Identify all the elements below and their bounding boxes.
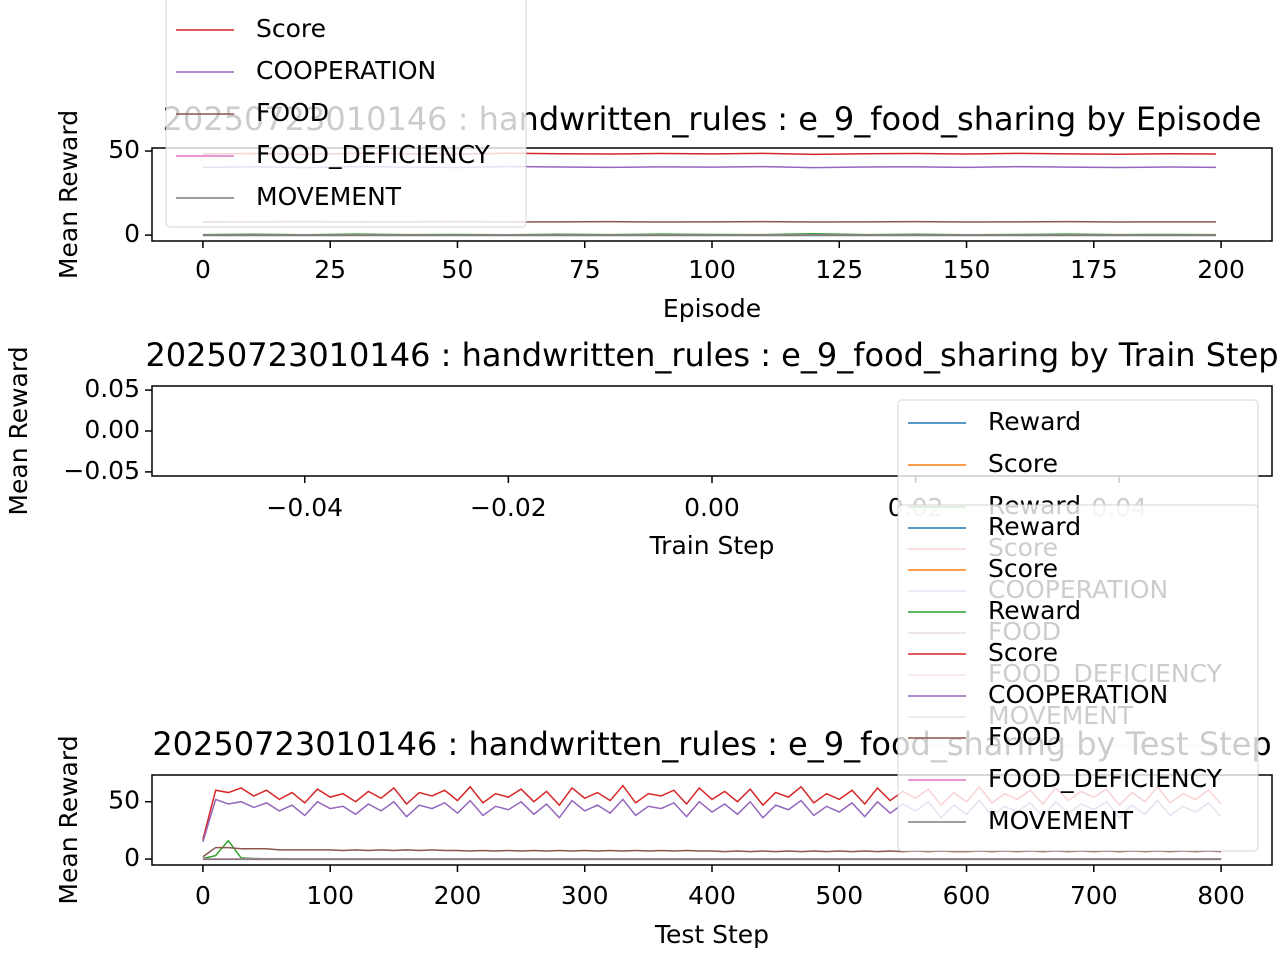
x-tick-label: 150 [943, 255, 991, 284]
legend-label: COOPERATION [988, 680, 1168, 709]
axes-frame [151, 774, 1273, 866]
x-tick-label: 0 [195, 255, 211, 284]
x-tick-label: 200 [434, 881, 482, 910]
x-tick-label: −0.04 [266, 493, 343, 522]
y-tick-label: 50 [108, 786, 140, 815]
legend-frame [897, 504, 1259, 852]
x-tick-label: 800 [1197, 881, 1245, 910]
x-tick-label: 50 [442, 255, 474, 284]
x-axis-label: Test Step [654, 920, 769, 949]
legend-label: Score [988, 638, 1058, 667]
legend-label: Score [256, 14, 326, 43]
x-tick-label: 600 [943, 881, 991, 910]
legend-label: Reward [988, 512, 1081, 541]
y-tick-label: 0 [124, 219, 140, 248]
y-axis-label: Mean Reward [4, 346, 33, 515]
legend-label: Score [988, 449, 1058, 478]
x-tick-label: 200 [1197, 255, 1245, 284]
x-tick-label: 300 [561, 881, 609, 910]
x-tick-label: 0 [195, 881, 211, 910]
y-axis-label: Mean Reward [54, 735, 83, 904]
legend-label: FOOD_DEFICIENCY [256, 140, 491, 169]
x-tick-label: 500 [815, 881, 863, 910]
y-axis-label: Mean Reward [54, 110, 83, 279]
y-tick-label: 50 [108, 135, 140, 164]
subplot: 20250723010146 : handwritten_rules : e_9… [4, 336, 1279, 560]
x-tick-label: 100 [688, 255, 736, 284]
x-tick-label: −0.02 [470, 493, 547, 522]
legend-label: FOOD [256, 98, 329, 127]
legend-label: FOOD_DEFICIENCY [988, 764, 1223, 793]
legend-label: MOVEMENT [256, 182, 402, 211]
y-tick-label: 0.05 [84, 374, 140, 403]
x-tick-label: 25 [314, 255, 346, 284]
y-tick-label: 0.00 [84, 415, 140, 444]
x-tick-label: 125 [815, 255, 863, 284]
legend-frame [165, 0, 527, 228]
axes-frame [151, 385, 1273, 477]
x-axis-label: Episode [663, 294, 761, 323]
y-tick-label: −0.05 [63, 456, 140, 485]
legend-label: Reward [256, 0, 349, 1]
legend: Reward Score Reward Score COOPERATION FOOD FOO… [897, 504, 1259, 852]
x-tick-label: 0.00 [684, 493, 740, 522]
y-tick-label: 0 [124, 843, 140, 872]
legend-label: MOVEMENT [988, 806, 1134, 835]
legend-label: COOPERATION [256, 56, 436, 85]
x-tick-label: 175 [1070, 255, 1118, 284]
legend-label: Reward [988, 596, 1081, 625]
subplot-title: 20250723010146 : handwritten_rules : e_9… [145, 336, 1278, 374]
legend-label: FOOD [988, 722, 1061, 751]
x-tick-label: 700 [1070, 881, 1118, 910]
legend-label: Reward [988, 407, 1081, 436]
x-tick-label: 100 [306, 881, 354, 910]
legend: RewardScoreRewardScoreCOOPERATIONFOODFOO… [165, 0, 527, 228]
axes-frame [151, 147, 1273, 242]
x-tick-label: 400 [688, 881, 736, 910]
legend-label: Score [988, 554, 1058, 583]
x-axis-label: Train Step [649, 531, 775, 560]
x-tick-label: 75 [569, 255, 601, 284]
